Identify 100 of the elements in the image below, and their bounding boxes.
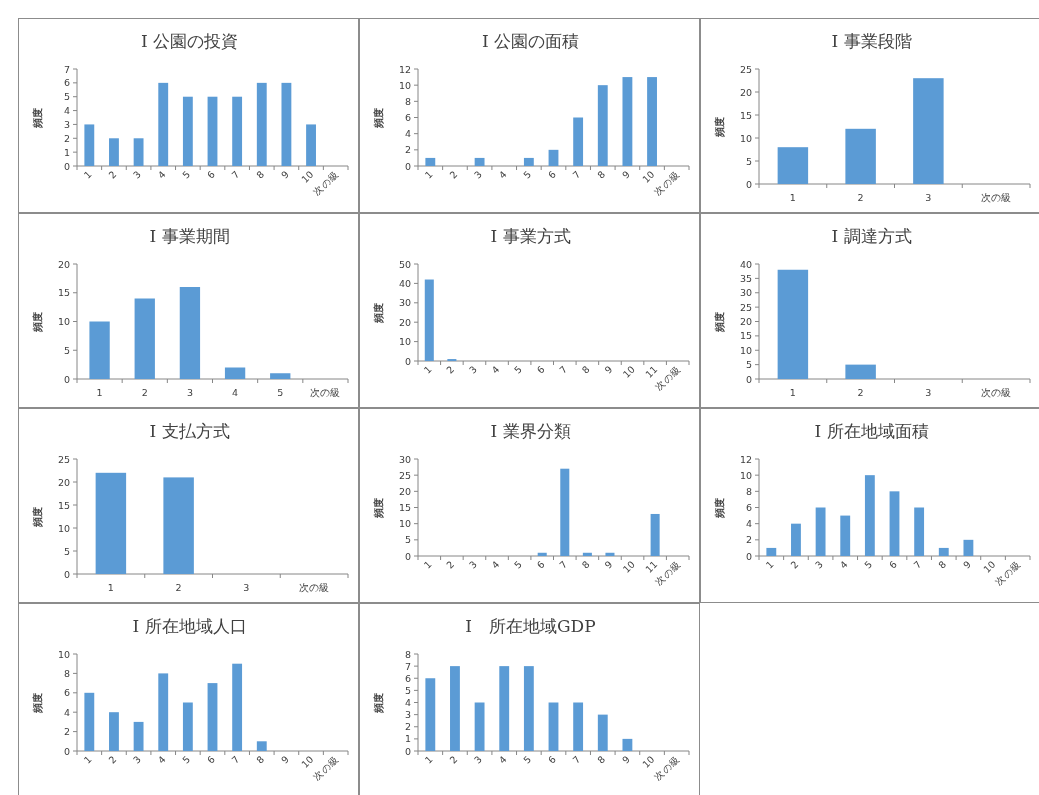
- chart-title: I 事業期間: [149, 226, 230, 246]
- y-tick-label: 6: [404, 112, 411, 123]
- x-tick-label: 8: [254, 753, 267, 766]
- bar: [523, 157, 534, 166]
- y-tick-label: 25: [57, 453, 70, 465]
- x-tick-label: 9: [619, 753, 632, 766]
- x-tick-label: 4: [489, 363, 502, 376]
- y-tick-label: 10: [739, 344, 752, 356]
- x-tick-label: 1: [96, 387, 103, 398]
- bar: [182, 702, 193, 751]
- x-tick-label: 7: [229, 753, 242, 766]
- x-tick-label: 6: [545, 168, 558, 181]
- x-tick-label: 次の級: [299, 582, 330, 593]
- x-tick-label: 2: [175, 582, 182, 593]
- y-tick-label: 2: [63, 132, 70, 144]
- x-tick-label: 9: [619, 168, 632, 181]
- y-axis-title: 頻度: [32, 506, 43, 528]
- x-tick-label: 6: [204, 168, 217, 181]
- y-tick-label: 0: [63, 373, 70, 385]
- x-tick-label: 7: [570, 753, 583, 766]
- chart-title: I 業界分類: [490, 421, 571, 441]
- y-tick-label: 0: [63, 745, 70, 757]
- y-tick-label: 20: [739, 316, 752, 327]
- y-tick-label: 30: [398, 453, 411, 465]
- y-tick-label: 15: [398, 502, 411, 513]
- y-axis-title: 頻度: [32, 311, 43, 333]
- bar: [133, 721, 144, 751]
- x-tick-label: 9: [960, 558, 973, 571]
- x-tick-label: 3: [471, 753, 485, 766]
- x-tick-label: 4: [489, 558, 502, 571]
- bar: [158, 673, 169, 751]
- bar: [232, 96, 243, 166]
- bar: [560, 468, 570, 556]
- x-tick-label: 4: [496, 168, 509, 181]
- bar: [650, 513, 660, 556]
- x-tick-label: 3: [130, 753, 144, 766]
- y-tick-label: 7: [63, 63, 70, 75]
- x-tick-label: 2: [447, 753, 460, 766]
- x-tick-label: 5: [521, 168, 534, 181]
- y-tick-label: 20: [739, 86, 752, 98]
- y-tick-label: 5: [63, 344, 70, 356]
- x-tick-label: 1: [422, 168, 435, 181]
- bar: [815, 507, 826, 556]
- bar: [791, 523, 801, 556]
- x-tick-label: 1: [421, 558, 434, 571]
- y-tick-label: 10: [57, 522, 70, 534]
- y-tick-label: 6: [63, 77, 70, 89]
- bar: [270, 373, 291, 379]
- y-tick-label: 2: [745, 534, 752, 546]
- bar: [207, 96, 218, 166]
- y-tick-label: 15: [57, 287, 70, 299]
- bar: [622, 738, 633, 751]
- y-tick-label: 6: [63, 687, 70, 699]
- y-tick-label: 5: [745, 155, 752, 167]
- x-tick-label: 4: [232, 387, 239, 398]
- y-axis-title: 頻度: [714, 116, 725, 138]
- y-tick-label: 20: [57, 258, 70, 270]
- y-tick-label: 12: [739, 453, 752, 465]
- y-tick-label: 10: [57, 648, 70, 660]
- x-tick-label: 1: [422, 753, 435, 766]
- bar: [913, 78, 944, 184]
- x-tick-label: 10: [299, 168, 316, 185]
- bar: [256, 741, 267, 751]
- y-tick-label: 5: [404, 534, 411, 546]
- bar: [845, 128, 876, 184]
- x-tick-label: 8: [579, 558, 592, 571]
- y-tick-label: 2: [63, 726, 70, 738]
- x-tick-label: 3: [186, 387, 193, 398]
- x-tick-label: 3: [243, 582, 250, 593]
- bar: [224, 367, 246, 379]
- y-axis-title: 頻度: [32, 107, 43, 129]
- bar: [232, 663, 243, 751]
- y-tick-label: 5: [404, 684, 411, 696]
- bar: [777, 147, 809, 184]
- x-tick-label: 3: [925, 387, 932, 398]
- x-tick-label: 9: [602, 363, 615, 376]
- y-tick-label: 5: [63, 545, 70, 557]
- x-tick-label: 5: [521, 753, 534, 766]
- x-tick-label: 次の級: [981, 387, 1012, 398]
- x-tick-label: 6: [545, 753, 558, 766]
- bar: [281, 82, 292, 166]
- x-tick-label: 9: [278, 168, 291, 181]
- y-tick-label: 2: [404, 721, 411, 733]
- x-tick-label: 9: [602, 558, 615, 571]
- y-tick-label: 10: [398, 336, 411, 348]
- bar: [84, 124, 95, 166]
- bar: [474, 702, 485, 751]
- x-tick-label: 3: [925, 192, 932, 203]
- y-tick-label: 6: [404, 672, 411, 684]
- bar: [133, 138, 144, 166]
- y-tick-label: 10: [739, 132, 752, 144]
- x-tick-label: 5: [180, 753, 193, 766]
- y-tick-label: 30: [398, 297, 411, 309]
- bar: [109, 712, 119, 751]
- x-tick-label: 3: [466, 558, 479, 571]
- x-tick-label: 7: [557, 363, 570, 376]
- y-tick-label: 7: [404, 660, 411, 672]
- x-tick-label: 10: [640, 168, 657, 185]
- y-tick-label: 20: [398, 485, 411, 497]
- bar: [474, 157, 485, 166]
